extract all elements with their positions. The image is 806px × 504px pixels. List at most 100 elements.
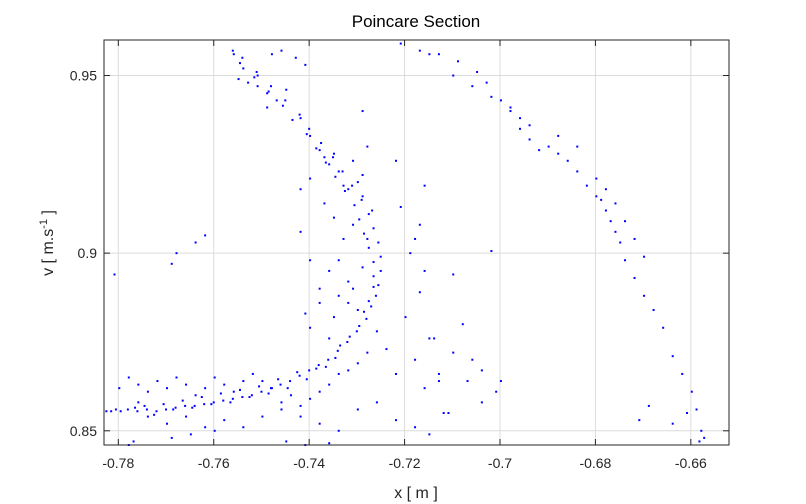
data-point (232, 390, 235, 393)
data-point (647, 404, 650, 407)
data-point (361, 266, 364, 269)
data-point (155, 410, 158, 413)
data-point (334, 175, 337, 178)
data-point (418, 291, 421, 294)
data-point (290, 394, 293, 397)
data-point (286, 387, 289, 390)
data-point (105, 410, 108, 413)
x-tick-label: -0.66 (675, 455, 707, 471)
data-point (231, 397, 234, 400)
data-point (241, 396, 244, 399)
data-point (437, 380, 440, 383)
data-point (204, 426, 207, 429)
data-point (372, 275, 375, 278)
data-point (280, 408, 283, 411)
data-point (219, 392, 222, 395)
data-point (452, 351, 455, 354)
data-point (495, 390, 498, 393)
x-tick-label: -0.72 (389, 455, 421, 471)
data-point (370, 305, 373, 308)
plot-area (104, 40, 729, 445)
data-point (367, 246, 370, 249)
data-point (184, 404, 187, 407)
data-point (538, 149, 541, 152)
data-point (623, 220, 626, 223)
data-point (600, 198, 603, 201)
data-point (414, 426, 417, 429)
data-point (194, 394, 197, 397)
data-point (423, 269, 426, 272)
data-point (339, 344, 342, 347)
data-point (623, 259, 626, 262)
data-point (213, 429, 216, 432)
data-point (347, 301, 350, 304)
data-point (210, 403, 213, 406)
data-point (143, 404, 146, 407)
data-point (480, 401, 483, 404)
data-point (671, 422, 674, 425)
data-point (638, 419, 641, 422)
data-point (337, 170, 340, 173)
data-point (298, 113, 301, 116)
data-point (299, 117, 302, 120)
data-points (105, 42, 706, 446)
data-point (175, 252, 178, 255)
data-point (433, 337, 436, 340)
data-point (113, 273, 116, 276)
data-point (700, 429, 703, 432)
data-point (361, 110, 364, 113)
data-point (356, 309, 359, 311)
data-point (442, 412, 445, 415)
data-point (428, 53, 431, 56)
data-point (328, 163, 331, 166)
data-point (175, 376, 178, 379)
data-point (379, 269, 382, 272)
data-point (305, 133, 308, 136)
data-point (352, 287, 355, 290)
data-point (372, 227, 375, 230)
data-point (614, 202, 617, 205)
data-point (284, 99, 287, 102)
y-axis-label-main: v [ m.s (40, 229, 57, 276)
data-point (372, 285, 375, 288)
data-point (394, 372, 397, 375)
data-point (404, 316, 407, 319)
data-point (519, 117, 522, 120)
data-point (633, 277, 636, 280)
data-point (248, 396, 251, 399)
data-point (253, 76, 256, 79)
data-point (585, 184, 588, 187)
data-point (320, 142, 323, 145)
data-point (318, 149, 321, 152)
data-point (242, 67, 245, 70)
data-point (110, 410, 113, 413)
data-point (394, 159, 397, 162)
data-point (266, 106, 269, 109)
data-point (375, 330, 378, 333)
data-point (619, 241, 622, 244)
data-point (519, 127, 522, 130)
data-point (328, 383, 331, 386)
y-tick-label: 0.85 (70, 423, 97, 439)
data-point (375, 401, 378, 404)
data-point (499, 380, 502, 383)
data-point (355, 330, 358, 333)
data-point (134, 406, 137, 409)
data-point (247, 81, 250, 84)
data-point (328, 337, 331, 340)
data-point (126, 408, 129, 411)
data-point (127, 376, 130, 379)
data-point (255, 70, 258, 73)
data-point (328, 442, 331, 445)
data-point (291, 118, 294, 121)
data-point (423, 184, 426, 187)
data-point (229, 401, 232, 404)
data-point (490, 95, 493, 98)
data-point (399, 205, 402, 208)
data-point (323, 156, 326, 159)
data-point (690, 390, 693, 393)
data-point (671, 355, 674, 358)
data-point (363, 232, 366, 235)
data-point (204, 234, 207, 237)
data-point (332, 216, 335, 219)
